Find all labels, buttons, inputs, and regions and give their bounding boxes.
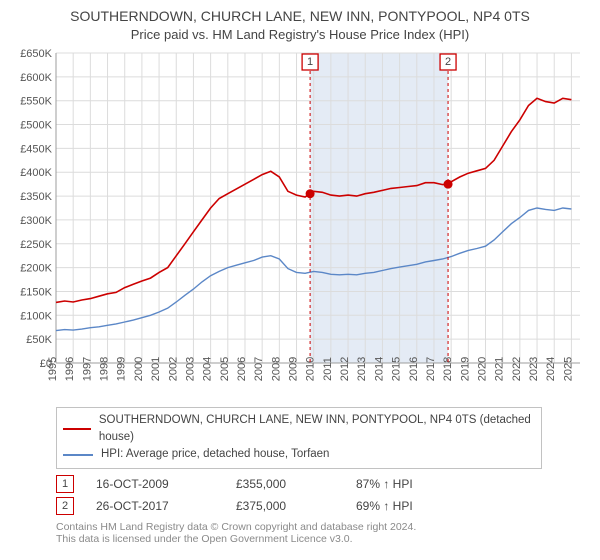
y-tick-label: £50K (26, 334, 52, 346)
x-tick-label: 2015 (391, 357, 403, 381)
sale-index-box: 1 (56, 475, 74, 493)
x-tick-label: 2025 (562, 357, 574, 381)
y-tick-label: £550K (20, 95, 52, 107)
sale-row: 1 16-OCT-2009£355,00087% ↑ HPI (56, 475, 542, 493)
x-tick-label: 2021 (494, 357, 506, 381)
sale-marker-number: 2 (445, 56, 451, 68)
sale-point (306, 189, 315, 198)
legend-label: SOUTHERNDOWN, CHURCH LANE, NEW INN, PONT… (99, 412, 535, 447)
y-tick-label: £200K (20, 262, 52, 274)
y-tick-label: £500K (20, 119, 52, 131)
legend-row: SOUTHERNDOWN, CHURCH LANE, NEW INN, PONT… (63, 412, 535, 447)
chart-title: SOUTHERNDOWN, CHURCH LANE, NEW INN, PONT… (10, 8, 590, 26)
x-tick-label: 2011 (322, 357, 334, 381)
x-tick-label: 2007 (253, 357, 265, 381)
y-tick-label: £650K (20, 48, 52, 60)
x-tick-label: 2009 (288, 357, 300, 381)
sale-marker-number: 1 (307, 56, 313, 68)
sale-date: 16-OCT-2009 (96, 477, 236, 491)
x-tick-label: 2020 (477, 357, 489, 381)
legend: SOUTHERNDOWN, CHURCH LANE, NEW INN, PONT… (56, 407, 542, 469)
sale-index-box: 2 (56, 497, 74, 515)
x-tick-label: 2024 (545, 357, 557, 381)
x-tick-label: 2013 (356, 357, 368, 381)
price-chart: £0£50K£100K£150K£200K£250K£300K£350K£400… (10, 47, 590, 397)
y-tick-label: £300K (20, 215, 52, 227)
x-tick-label: 1998 (99, 357, 111, 381)
x-tick-label: 1997 (81, 357, 93, 381)
x-tick-label: 2008 (270, 357, 282, 381)
x-tick-label: 2010 (305, 357, 317, 381)
sale-row: 2 26-OCT-2017£375,00069% ↑ HPI (56, 497, 542, 515)
y-tick-label: £450K (20, 143, 52, 155)
legend-swatch (63, 454, 93, 456)
x-tick-label: 2006 (236, 357, 248, 381)
footnote-line: This data is licensed under the Open Gov… (56, 533, 542, 546)
x-tick-label: 1995 (47, 357, 59, 381)
sales-list: 1 16-OCT-2009£355,00087% ↑ HPI 2 26-OCT-201… (56, 475, 542, 515)
x-tick-label: 2022 (511, 357, 523, 381)
y-tick-label: £250K (20, 239, 52, 251)
legend-label: HPI: Average price, detached house, Torf… (101, 446, 329, 463)
legend-swatch (63, 428, 91, 430)
x-tick-label: 2014 (373, 357, 385, 381)
x-tick-label: 2000 (133, 357, 145, 381)
x-tick-label: 2002 (167, 357, 179, 381)
chart-subtitle: Price paid vs. HM Land Registry's House … (10, 27, 590, 43)
x-tick-label: 2016 (408, 357, 420, 381)
footnote: Contains HM Land Registry data © Crown c… (56, 521, 542, 546)
y-tick-label: £400K (20, 167, 52, 179)
x-tick-label: 2012 (339, 357, 351, 381)
y-tick-label: £100K (20, 310, 52, 322)
y-tick-label: £600K (20, 72, 52, 84)
y-tick-label: £150K (20, 286, 52, 298)
x-tick-label: 2005 (219, 357, 231, 381)
x-tick-label: 1996 (64, 357, 76, 381)
x-tick-label: 1999 (116, 357, 128, 381)
sale-relative: 69% ↑ HPI (356, 499, 496, 513)
x-tick-label: 2004 (202, 357, 214, 381)
x-tick-label: 2003 (184, 357, 196, 381)
sale-point (444, 179, 453, 188)
sale-price: £375,000 (236, 499, 356, 513)
footnote-line: Contains HM Land Registry data © Crown c… (56, 521, 542, 534)
legend-row: HPI: Average price, detached house, Torf… (63, 446, 535, 463)
sale-price: £355,000 (236, 477, 356, 491)
x-tick-label: 2023 (528, 357, 540, 381)
x-tick-label: 2019 (459, 357, 471, 381)
sale-date: 26-OCT-2017 (96, 499, 236, 513)
y-tick-label: £350K (20, 191, 52, 203)
x-tick-label: 2001 (150, 357, 162, 381)
sale-relative: 87% ↑ HPI (356, 477, 496, 491)
x-tick-label: 2017 (425, 357, 437, 381)
